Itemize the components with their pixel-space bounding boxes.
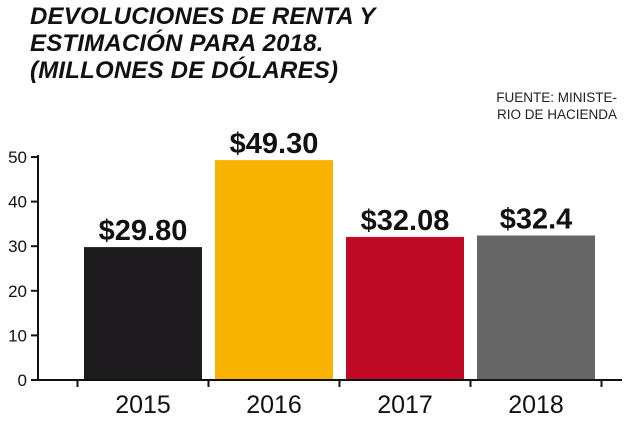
- title-line-1: DEVOLUCIONES DE RENTA Y: [30, 3, 376, 30]
- category-label-2017: 2017: [377, 391, 433, 419]
- source-line-1: FUENTE: MINISTE-: [496, 90, 617, 105]
- source-line-2: RIO DE HACIENDA: [496, 107, 617, 122]
- y-tick-label-20: 20: [8, 282, 27, 301]
- bar-2016: [215, 160, 333, 380]
- y-tick-label-40: 40: [8, 193, 27, 212]
- chart-title: DEVOLUCIONES DE RENTA Y ESTIMACIÓN PARA …: [30, 3, 376, 84]
- bar-2018: [477, 235, 595, 380]
- category-label-2016: 2016: [246, 391, 302, 419]
- y-tick-label-10: 10: [8, 326, 27, 345]
- value-label-2016: $49.30: [230, 128, 319, 160]
- value-label-2015: $29.80: [99, 215, 188, 247]
- bar-2017: [346, 236, 464, 380]
- category-label-2018: 2018: [508, 391, 564, 419]
- bar-2015: [84, 247, 202, 380]
- y-tick-label-50: 50: [8, 148, 27, 167]
- title-line-3: (MILLONES DE DÓLARES): [30, 57, 339, 84]
- y-tick-label-0: 0: [18, 371, 27, 390]
- value-label-2017: $32.08: [361, 205, 450, 237]
- y-tick-label-30: 30: [8, 237, 27, 256]
- title-line-2: ESTIMACIÓN PARA 2018.: [30, 30, 324, 57]
- category-label-2015: 2015: [115, 391, 171, 419]
- value-label-2018: $32.4: [500, 203, 573, 235]
- source-note: FUENTE: MINISTE- RIO DE HACIENDA: [496, 89, 617, 123]
